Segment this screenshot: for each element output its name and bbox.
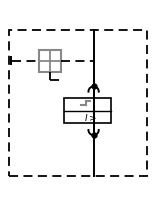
- Bar: [9, 30, 147, 176]
- Text: $I>$: $I>$: [84, 111, 97, 123]
- Bar: [64, 98, 111, 123]
- Bar: [39, 50, 61, 72]
